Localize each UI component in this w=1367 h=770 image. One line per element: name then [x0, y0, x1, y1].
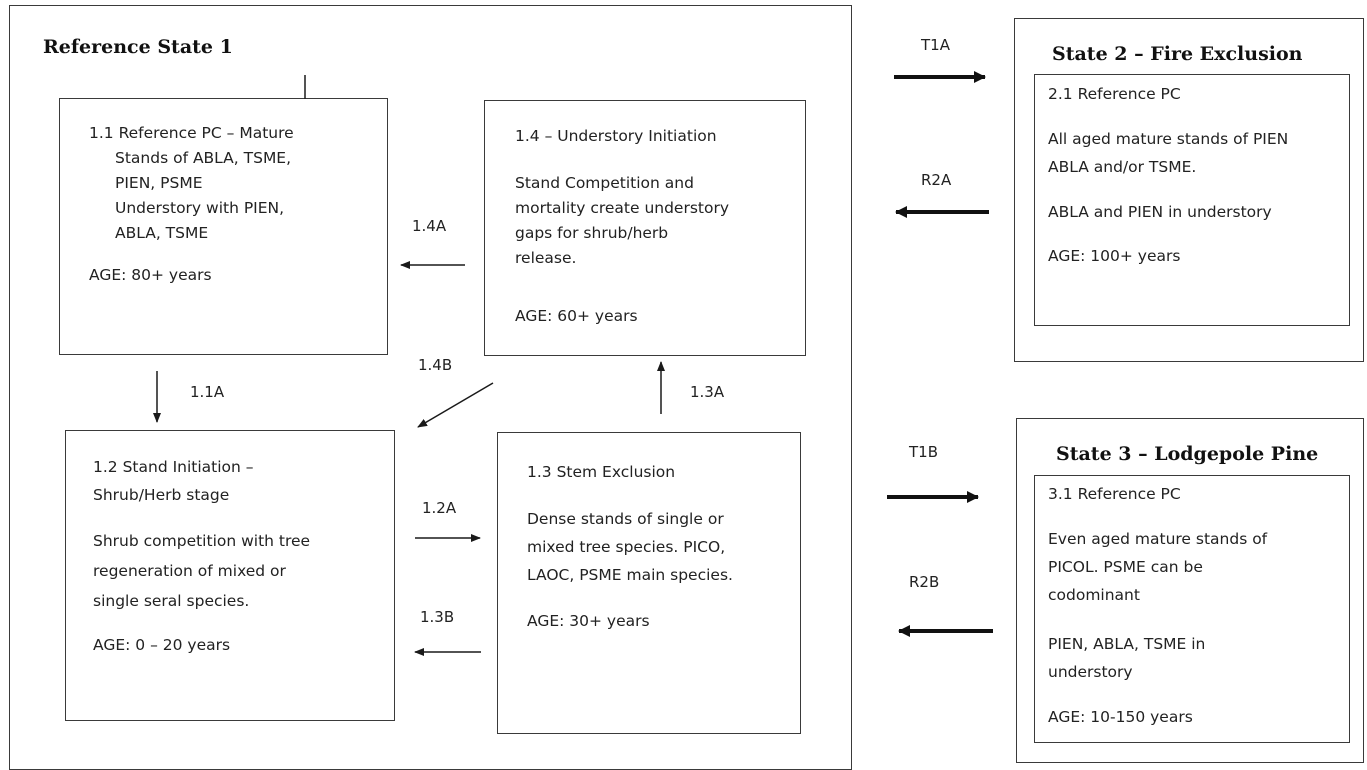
phase-1-1-line-2: Stands of ABLA, TSME,	[115, 149, 292, 167]
phase-3-1-line-4: PIEN, ABLA, TSME in	[1048, 635, 1206, 653]
phase-1-2-line-3: Shrub competition with tree	[93, 532, 311, 550]
phase-1-4-line-4: release.	[515, 249, 577, 267]
restoration-label-r2b: R2B	[909, 573, 940, 591]
community-phase-1-3-box	[497, 432, 801, 734]
phase-3-1-heading: 3.1 Reference PC	[1048, 485, 1181, 503]
transition-label-t1b: T1B	[909, 443, 938, 461]
phase-2-1-line-3: ABLA and PIEN in understory	[1048, 203, 1272, 221]
phase-3-1-line-3: codominant	[1048, 586, 1140, 604]
phase-1-3-line-2: mixed tree species. PICO,	[527, 538, 726, 556]
phase-1-3-title: 1.3 Stem Exclusion	[527, 463, 676, 481]
phase-1-1-age: AGE: 80+ years	[89, 266, 212, 284]
phase-1-4-title: 1.4 – Understory Initiation	[515, 127, 717, 145]
phase-3-1-line-1: Even aged mature stands of	[1048, 530, 1268, 548]
phase-1-1-line-3: PIEN, PSME	[115, 174, 203, 192]
phase-1-2-age: AGE: 0 – 20 years	[93, 636, 231, 654]
phase-2-1-line-1: All aged mature stands of PIEN	[1048, 130, 1289, 148]
state-3-title: State 3 – Lodgepole Pine	[1056, 443, 1319, 465]
phase-1-2-line-5: single seral species.	[93, 592, 250, 610]
phase-1-4-line-3: gaps for shrub/herb	[515, 224, 669, 242]
community-phase-3-1-box	[1034, 475, 1350, 743]
phase-1-2-line-2: Shrub/Herb stage	[93, 486, 230, 504]
community-phase-1-4-box	[484, 100, 806, 356]
phase-1-2-line-1: 1.2 Stand Initiation –	[93, 458, 254, 476]
state-2-title: State 2 – Fire Exclusion	[1052, 43, 1303, 65]
phase-3-1-age: AGE: 10-150 years	[1048, 708, 1193, 726]
phase-1-4-line-1: Stand Competition and	[515, 174, 694, 192]
phase-1-3-line-3: LAOC, PSME main species.	[527, 566, 733, 584]
phase-2-1-age: AGE: 100+ years	[1048, 247, 1181, 265]
phase-1-3-line-1: Dense stands of single or	[527, 510, 724, 528]
phase-3-1-line-2: PICOL. PSME can be	[1048, 558, 1203, 576]
pathway-label-1-3B: 1.3B	[420, 608, 455, 626]
phase-3-1-line-5: understory	[1048, 663, 1133, 681]
pathway-label-1-3A: 1.3A	[690, 383, 725, 401]
pathway-label-1-4A: 1.4A	[412, 217, 447, 235]
phase-1-1-line-1: 1.1 Reference PC – Mature	[89, 124, 294, 142]
phase-1-1-line-5: ABLA, TSME	[115, 224, 209, 242]
pathway-label-1-4B: 1.4B	[418, 356, 453, 374]
phase-1-2-line-4: regeneration of mixed or	[93, 562, 286, 580]
phase-2-1-line-2: ABLA and/or TSME.	[1048, 158, 1197, 176]
pathway-label-1-1A: 1.1A	[190, 383, 225, 401]
community-phase-2-1-box	[1034, 74, 1350, 326]
community-phase-1-1-box	[59, 98, 388, 355]
phase-1-1-line-4: Understory with PIEN,	[115, 199, 285, 217]
reference-state-1-title: Reference State 1	[43, 36, 233, 58]
arrow-1-4B	[417, 382, 494, 428]
phase-1-4-age: AGE: 60+ years	[515, 307, 638, 325]
restoration-label-r2a: R2A	[921, 171, 952, 189]
transition-label-t1a: T1A	[921, 36, 950, 54]
phase-1-4-line-2: mortality create understory	[515, 199, 730, 217]
community-phase-1-2-box	[65, 430, 395, 721]
phase-1-3-age: AGE: 30+ years	[527, 612, 650, 630]
pathway-label-1-2A: 1.2A	[422, 499, 457, 517]
phase-2-1-heading: 2.1 Reference PC	[1048, 85, 1181, 103]
